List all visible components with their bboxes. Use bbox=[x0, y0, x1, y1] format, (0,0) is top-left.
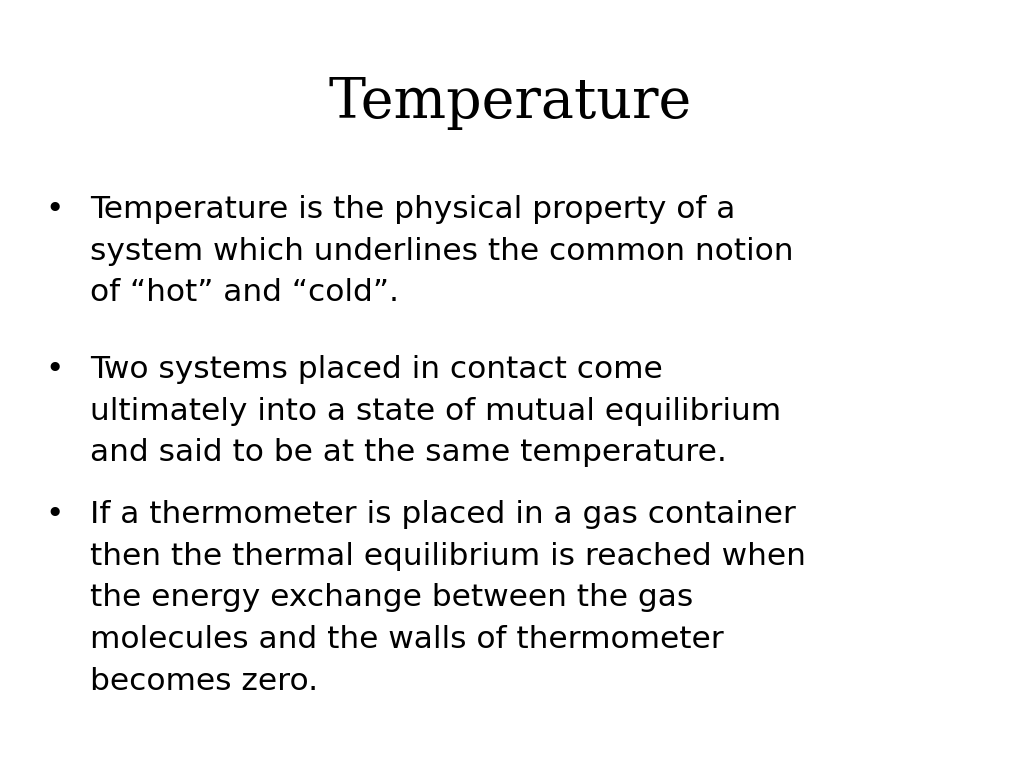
Text: Temperature is the physical property of a
system which underlines the common not: Temperature is the physical property of … bbox=[90, 195, 793, 307]
Text: If a thermometer is placed in a gas container
then the thermal equilibrium is re: If a thermometer is placed in a gas cont… bbox=[90, 500, 805, 695]
Text: •: • bbox=[46, 500, 64, 529]
Text: Two systems placed in contact come
ultimately into a state of mutual equilibrium: Two systems placed in contact come ultim… bbox=[90, 355, 781, 468]
Text: Temperature: Temperature bbox=[328, 75, 691, 130]
Text: •: • bbox=[46, 195, 64, 224]
Text: •: • bbox=[46, 355, 64, 384]
